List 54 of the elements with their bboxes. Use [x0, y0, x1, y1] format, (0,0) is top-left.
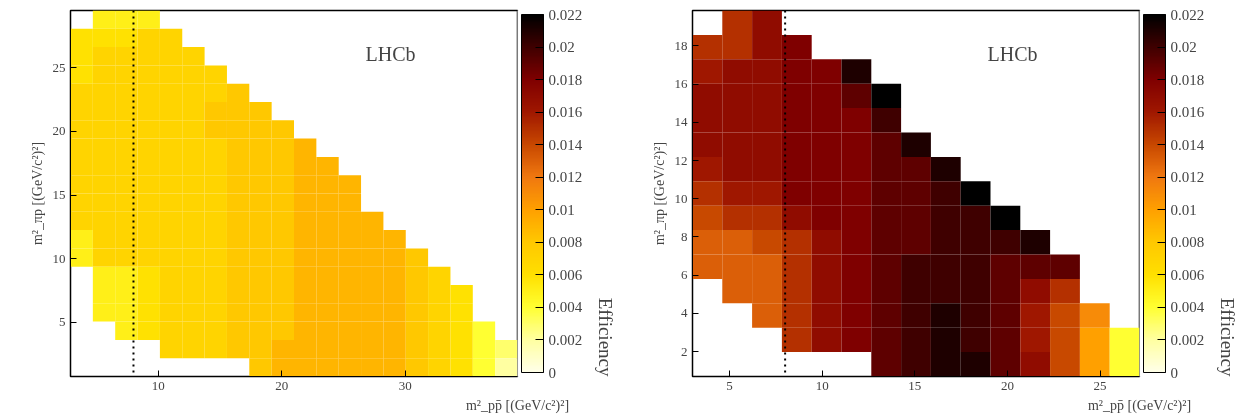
- y-tick-label: 14: [674, 114, 688, 130]
- color-bar-label: 0.018: [1170, 71, 1205, 88]
- color-bar-label: 0.022: [1170, 6, 1205, 23]
- color-bar-label: 0.014: [1170, 136, 1205, 153]
- x-axis-title: m²_pp̄ [(GeV/c²)²]: [1087, 397, 1192, 414]
- x-tick-label: 10: [815, 377, 829, 393]
- y-tick-label: 10: [52, 250, 66, 266]
- color-bar-label: 0.004: [548, 299, 583, 316]
- y-tick-label: 18: [674, 37, 688, 53]
- color-bar-label: 0.004: [1170, 299, 1205, 316]
- y-tick-label: 20: [52, 123, 66, 139]
- y-tick-label: 16: [674, 76, 688, 92]
- color-bar-label: 0.02: [548, 39, 575, 56]
- y-tick-label: 10: [674, 190, 688, 206]
- color-bar-label: 0.008: [548, 234, 583, 251]
- y-tick-label: 25: [52, 59, 66, 75]
- y-tick-label: 8: [681, 228, 688, 244]
- color-bar-label: 0: [1170, 364, 1178, 381]
- x-tick-label: 5: [726, 377, 733, 393]
- x-tick-label: 30: [398, 377, 412, 393]
- x-tick-label: 25: [1093, 377, 1107, 393]
- x-axis-title: m²_pp̄ [(GeV/c²)²]: [465, 397, 570, 414]
- color-bar-label: 0.02: [1170, 39, 1197, 56]
- x-tick-label: 10: [151, 377, 165, 393]
- color-bar-label: 0.002: [1170, 331, 1205, 348]
- color-bar-label: 0.014: [548, 136, 583, 153]
- color-bar-label: 0.006: [1170, 266, 1205, 283]
- color-bar-label: 0.012: [548, 169, 583, 186]
- color-bar-label: 0.022: [548, 6, 583, 23]
- color-bar-label: 0.016: [1170, 104, 1205, 121]
- y-tick-label: 6: [681, 267, 688, 283]
- y-tick-label: 12: [674, 152, 688, 168]
- color-bar-label: 0.01: [1170, 201, 1197, 218]
- color-bar-label: 0.012: [1170, 169, 1205, 186]
- annotation: LHCb: [365, 43, 416, 66]
- annotation: LHCb: [987, 43, 1038, 66]
- x-tick-label: 20: [275, 377, 289, 393]
- x-tick-label: 15: [908, 377, 922, 393]
- color-bar-label: 0.016: [548, 104, 583, 121]
- y-tick-label: 15: [52, 187, 66, 203]
- color-bar-label: 0.002: [548, 331, 583, 348]
- y-tick-label: 5: [59, 314, 66, 330]
- y-axis-title: m²_πp [(GeV/c²)²]: [29, 141, 46, 246]
- y-axis-title: m²_πp [(GeV/c²)²]: [651, 141, 668, 246]
- y-tick-label: 4: [681, 305, 688, 321]
- color-bar-label: 0.018: [548, 71, 583, 88]
- color-bar-label: 0.01: [548, 201, 575, 218]
- color-bar-label: 0.006: [548, 266, 583, 283]
- color-bar-label: 0: [548, 364, 556, 381]
- color-bar-title: Efficiency: [1216, 297, 1238, 377]
- y-tick-label: 2: [681, 343, 688, 359]
- color-bar-title: Efficiency: [594, 297, 616, 377]
- x-tick-label: 20: [1000, 377, 1014, 393]
- color-bar-label: 0.008: [1170, 234, 1205, 251]
